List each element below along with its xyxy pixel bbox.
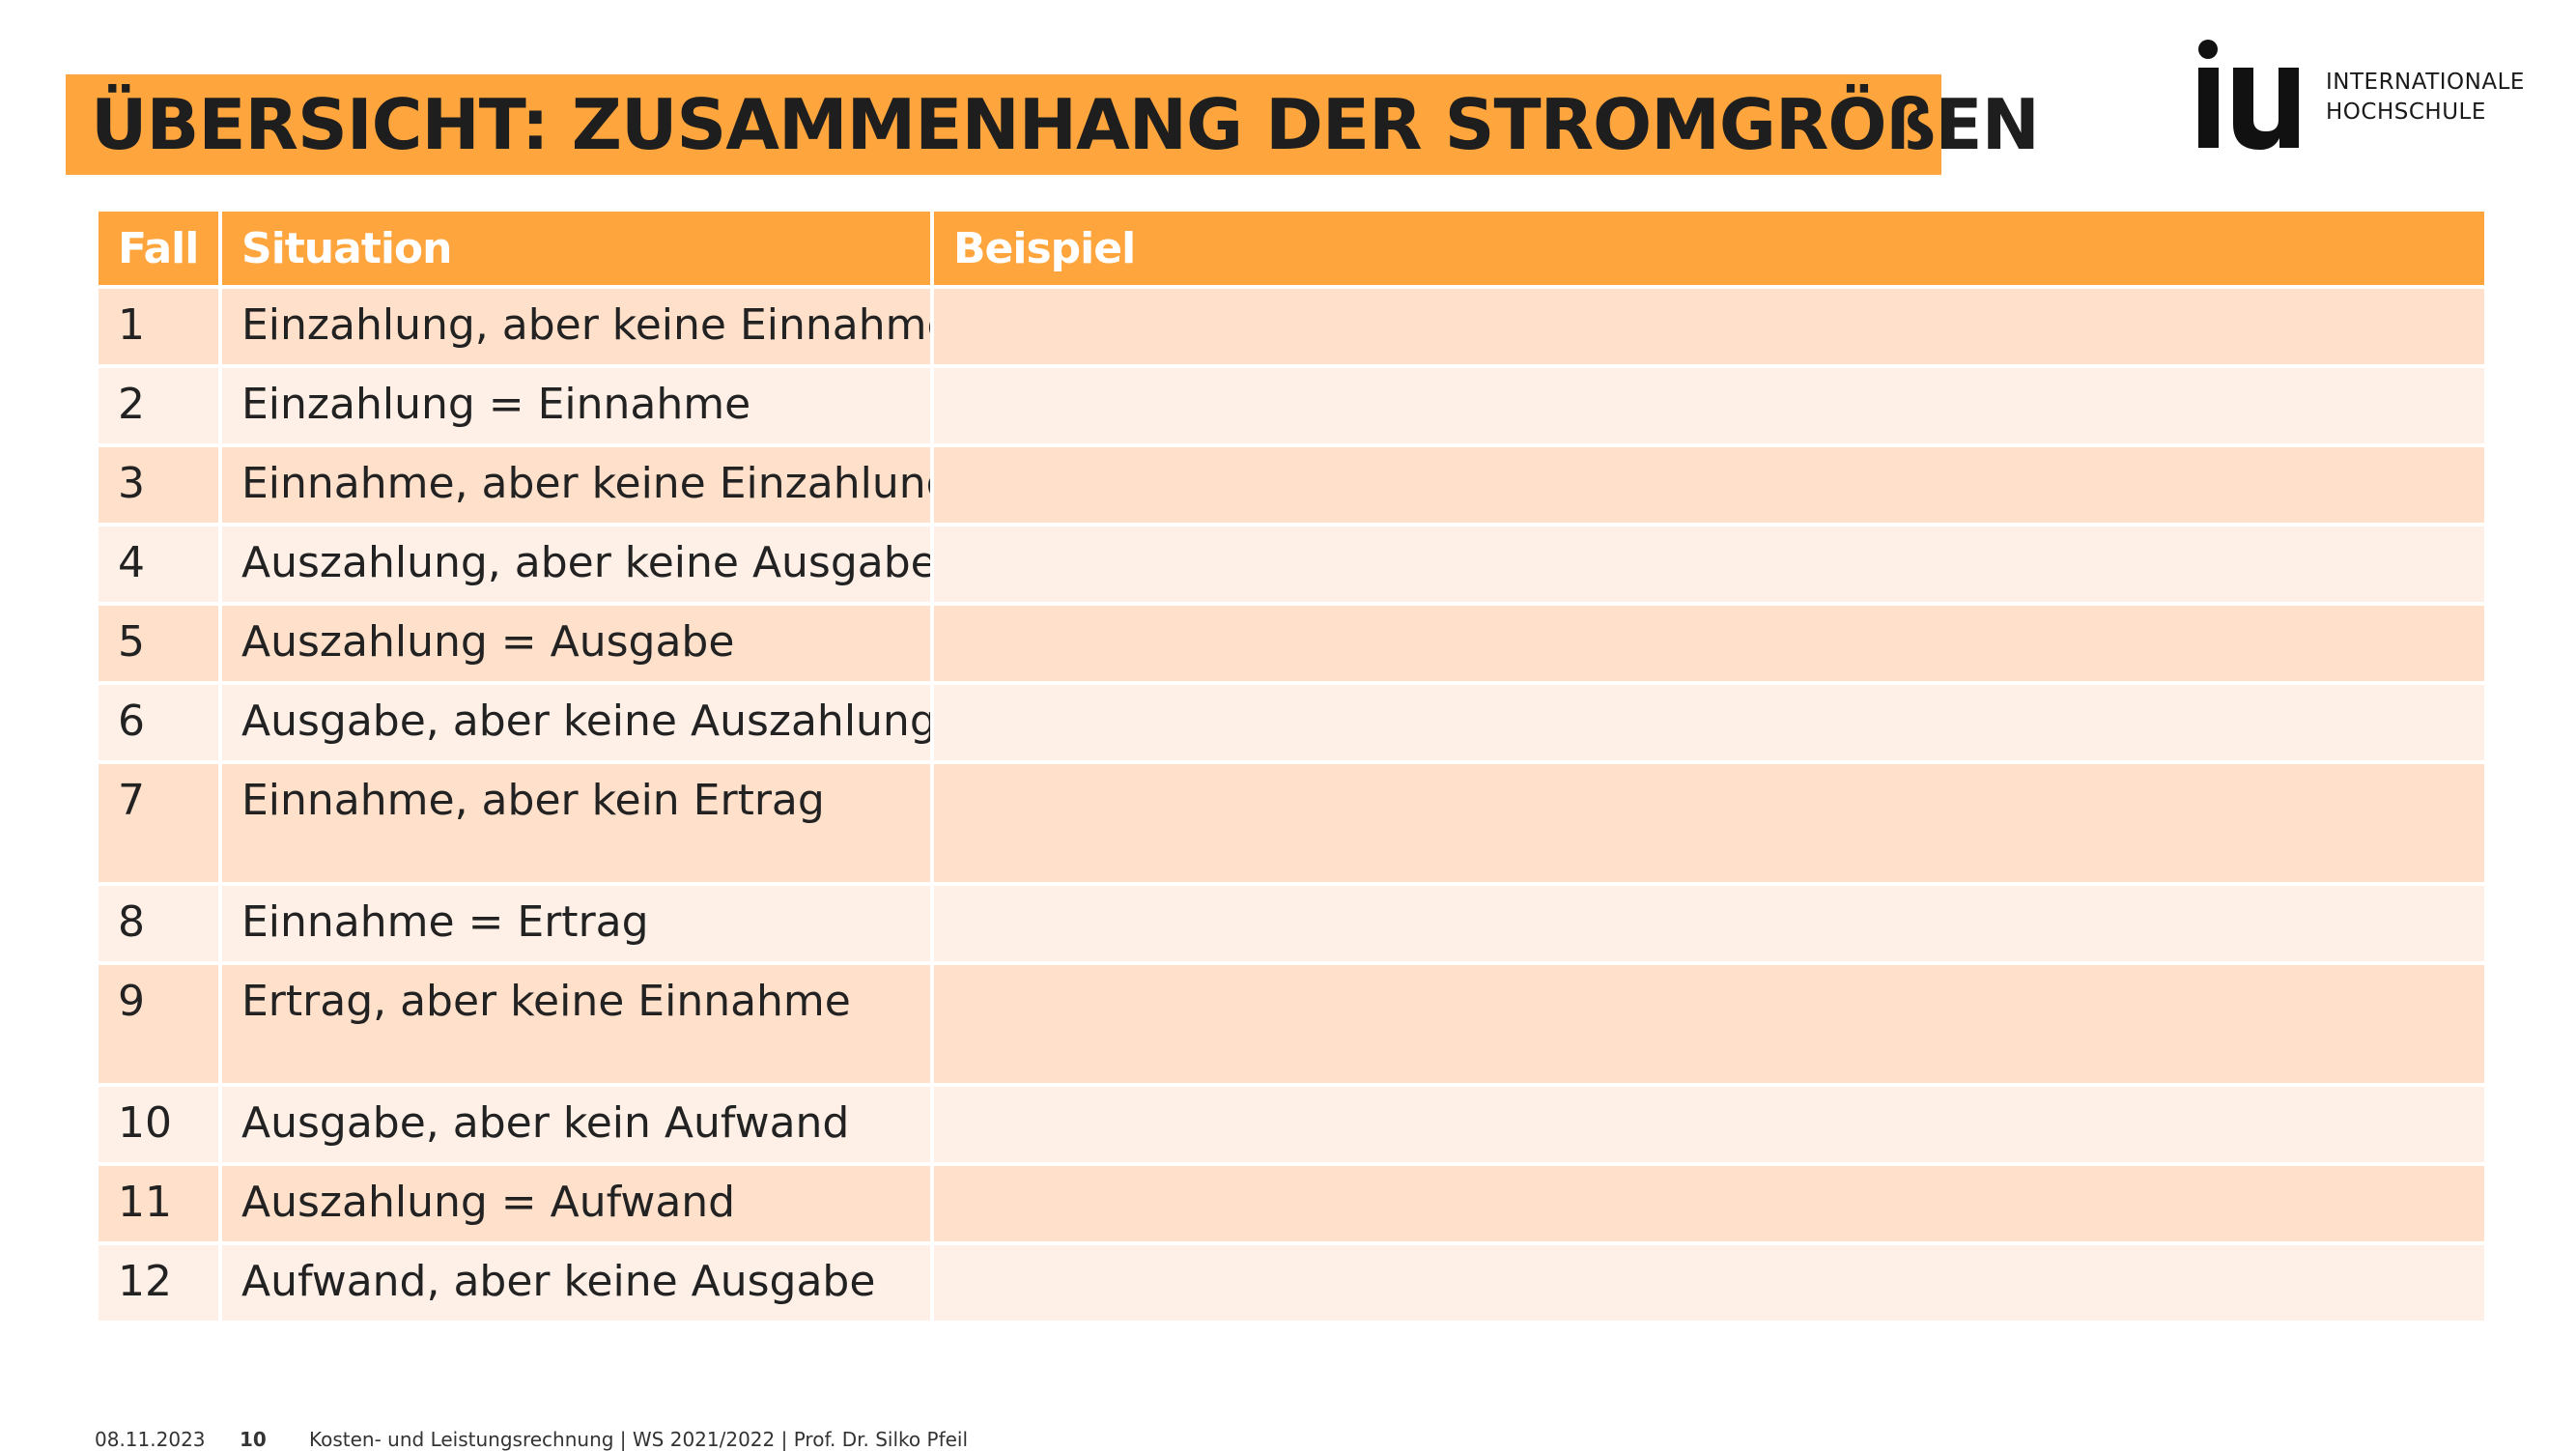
cell-fall: 9	[99, 965, 218, 1083]
footer-page-number: 10	[240, 1428, 267, 1451]
cell-beispiel	[934, 1166, 2484, 1241]
cell-situation: Ertrag, aber keine Einnahme	[222, 965, 930, 1083]
table-row: 10 Ausgabe, aber kein Aufwand	[99, 1087, 2484, 1162]
cell-fall: 6	[99, 685, 218, 760]
iu-logo-icon	[2198, 40, 2299, 150]
footer-date: 08.11.2023	[95, 1428, 206, 1451]
cell-fall: 11	[99, 1166, 218, 1241]
cell-situation: Einzahlung = Einnahme	[222, 368, 930, 443]
table-row: 12 Aufwand, aber keine Ausgabe	[99, 1245, 2484, 1321]
logo-line-2: HOCHSCHULE	[2326, 100, 2486, 125]
cell-beispiel	[934, 526, 2484, 602]
logo-line-1: INTERNATIONALE	[2326, 70, 2525, 95]
cell-beispiel	[934, 1087, 2484, 1162]
column-header-beispiel: Beispiel	[934, 212, 2484, 285]
cell-beispiel	[934, 606, 2484, 681]
cell-fall: 10	[99, 1087, 218, 1162]
table-header-row: Fall Situation Beispiel	[99, 212, 2484, 285]
table-row: 5 Auszahlung = Ausgabe	[99, 606, 2484, 681]
table-row: 1 Einzahlung, aber keine Einnahme	[99, 289, 2484, 364]
cell-situation: Auszahlung = Ausgabe	[222, 606, 930, 681]
university-logo: INTERNATIONALE HOCHSCHULE	[2194, 39, 2542, 155]
cell-fall: 8	[99, 886, 218, 961]
table-row: 6 Ausgabe, aber keine Auszahlung	[99, 685, 2484, 760]
column-header-situation: Situation	[222, 212, 930, 285]
table-row: 9 Ertrag, aber keine Einnahme	[99, 965, 2484, 1083]
comparison-table: Fall Situation Beispiel 1 Einzahlung, ab…	[95, 208, 2488, 1324]
cell-beispiel	[934, 447, 2484, 523]
cell-beispiel	[934, 289, 2484, 364]
cell-fall: 5	[99, 606, 218, 681]
table-row: 3 Einnahme, aber keine Einzahlung	[99, 447, 2484, 523]
cell-beispiel	[934, 1245, 2484, 1321]
cell-situation: Einnahme, aber keine Einzahlung	[222, 447, 930, 523]
table-row: 7 Einnahme, aber kein Ertrag	[99, 764, 2484, 882]
cell-fall: 2	[99, 368, 218, 443]
cell-situation: Einnahme, aber kein Ertrag	[222, 764, 930, 882]
footer-course-info: Kosten- und Leistungsrechnung | WS 2021/…	[309, 1428, 969, 1451]
cell-fall: 4	[99, 526, 218, 602]
cell-situation: Auszahlung = Aufwand	[222, 1166, 930, 1241]
cell-fall: 3	[99, 447, 218, 523]
cell-fall: 12	[99, 1245, 218, 1321]
logo-wordmark: INTERNATIONALE HOCHSCHULE	[2326, 68, 2525, 128]
cell-situation: Einzahlung, aber keine Einnahme	[222, 289, 930, 364]
cell-situation: Einnahme = Ertrag	[222, 886, 930, 961]
cell-beispiel	[934, 764, 2484, 882]
cell-fall: 7	[99, 764, 218, 882]
slide-footer: 08.11.2023 10 Kosten- und Leistungsrechn…	[95, 1428, 968, 1451]
cell-beispiel	[934, 685, 2484, 760]
cell-fall: 1	[99, 289, 218, 364]
cell-situation: Ausgabe, aber keine Auszahlung	[222, 685, 930, 760]
cell-situation: Ausgabe, aber kein Aufwand	[222, 1087, 930, 1162]
table-row: 2 Einzahlung = Einnahme	[99, 368, 2484, 443]
cell-beispiel	[934, 368, 2484, 443]
table-row: 4 Auszahlung, aber keine Ausgabe	[99, 526, 2484, 602]
title-bar: ÜBERSICHT: ZUSAMMENHANG DER STROMGRÖßEN	[66, 74, 2040, 175]
table-row: 8 Einnahme = Ertrag	[99, 886, 2484, 961]
cell-beispiel	[934, 886, 2484, 961]
cell-beispiel	[934, 965, 2484, 1083]
page-title: ÜBERSICHT: ZUSAMMENHANG DER STROMGRÖßEN	[91, 84, 2040, 165]
column-header-fall: Fall	[99, 212, 218, 285]
table-row: 11 Auszahlung = Aufwand	[99, 1166, 2484, 1241]
cell-situation: Auszahlung, aber keine Ausgabe	[222, 526, 930, 602]
cell-situation: Aufwand, aber keine Ausgabe	[222, 1245, 930, 1321]
